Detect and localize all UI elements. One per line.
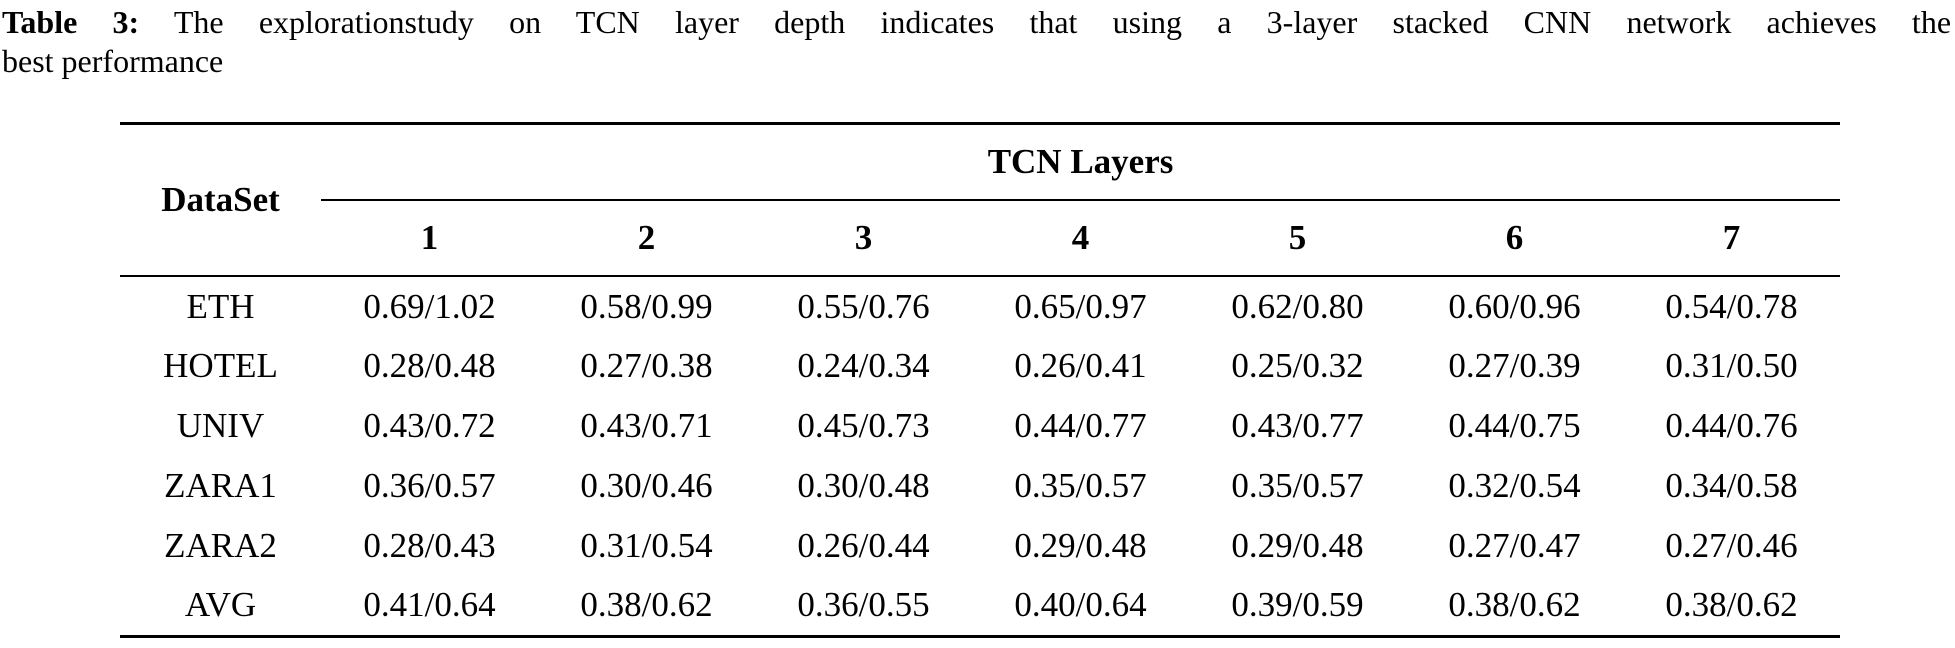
- dataset-label-zara1: ZARA1: [164, 466, 277, 505]
- table-row-zara2: ZARA2 0.28/0.43 0.31/0.54 0.26/0.44 0.29/0.4…: [120, 516, 1840, 576]
- table-row-hotel: HOTEL 0.28/0.48 0.27/0.38 0.24/0.34 0.26/0.4…: [120, 336, 1840, 396]
- span-header-row: DataSet TCN Layers: [120, 123, 1841, 277]
- metric-cell-avg-layer5: 0.39/0.59: [1231, 585, 1364, 625]
- metric-cell-hotel-layer5: 0.25/0.32: [1231, 346, 1364, 385]
- dataset-label-avg: AVG: [184, 585, 257, 625]
- metric-cell-zara1-layer4: 0.35/0.57: [1014, 466, 1147, 505]
- metric-cell-univ-layer1: 0.43/0.72: [363, 406, 496, 445]
- metric-cell-zara2-layer5: 0.29/0.48: [1231, 526, 1364, 565]
- metric-cell-eth-layer4: 0.65/0.97: [1014, 286, 1147, 326]
- metric-cell-zara2-layer3: 0.26/0.44: [797, 526, 930, 565]
- metric-cell-zara1-layer2: 0.30/0.46: [580, 466, 713, 505]
- column-header-1: 1: [321, 200, 538, 277]
- column-header-2: 2: [538, 200, 755, 277]
- metric-cell-avg-layer6: 0.38/0.62: [1448, 585, 1581, 625]
- metric-cell-eth-layer3: 0.55/0.76: [797, 286, 930, 326]
- metric-cell-zara2-layer6: 0.27/0.47: [1448, 526, 1581, 565]
- table-body: ETH 0.69/1.02 0.58/0.99 0.55/0.76 0.65/0.97 0…: [120, 276, 1840, 636]
- column-header-3: 3: [755, 200, 972, 277]
- column-header-5: 5: [1189, 200, 1406, 277]
- metric-cell-univ-layer3: 0.45/0.73: [797, 406, 930, 445]
- metric-cell-zara1-layer3: 0.30/0.48: [797, 466, 930, 505]
- metric-cell-hotel-layer1: 0.28/0.48: [363, 346, 496, 385]
- metric-cell-avg-layer2: 0.38/0.62: [580, 585, 713, 625]
- table-row-zara1: ZARA1 0.36/0.57 0.30/0.46 0.30/0.48 0.35/0.5…: [120, 456, 1840, 516]
- metric-cell-eth-layer6: 0.60/0.96: [1448, 286, 1581, 326]
- metric-cell-univ-layer6: 0.44/0.75: [1448, 406, 1581, 445]
- dataset-label-univ: UNIV: [176, 406, 265, 445]
- caption-line-2: best performance: [2, 43, 224, 79]
- metric-cell-avg-layer3: 0.36/0.55: [797, 585, 930, 625]
- caption-text: The explorationstudy on TCN layer depth …: [173, 4, 1952, 40]
- metric-cell-eth-layer2: 0.58/0.99: [580, 286, 713, 326]
- metric-cell-zara2-layer2: 0.31/0.54: [580, 526, 713, 565]
- table-row-avg: AVG 0.41/0.64 0.38/0.62 0.36/0.55 0.40/0.64 0…: [120, 576, 1840, 636]
- table-row-eth: ETH 0.69/1.02 0.58/0.99 0.55/0.76 0.65/0.97 0…: [120, 276, 1840, 336]
- metric-cell-univ-layer2: 0.43/0.71: [580, 406, 713, 445]
- dataset-label-hotel: HOTEL: [163, 346, 278, 385]
- metric-cell-zara1-layer5: 0.35/0.57: [1231, 466, 1364, 505]
- metric-cell-zara1-layer1: 0.36/0.57: [363, 466, 496, 505]
- metric-cell-zara2-layer4: 0.29/0.48: [1014, 526, 1147, 565]
- dataset-label-eth: ETH: [186, 286, 255, 326]
- caption-label: Table 3:: [2, 4, 140, 40]
- metric-cell-eth-layer7: 0.54/0.78: [1665, 286, 1798, 326]
- metric-cell-zara1-layer6: 0.32/0.54: [1448, 466, 1581, 505]
- dataset-label-zara2: ZARA2: [164, 526, 277, 565]
- caption-line-1: Table 3: The explorationstudy on TCN lay…: [2, 3, 1951, 42]
- metric-cell-avg-layer4: 0.40/0.64: [1014, 585, 1147, 625]
- metric-cell-univ-layer7: 0.44/0.76: [1665, 406, 1798, 445]
- metric-cell-zara1-layer7: 0.34/0.58: [1665, 466, 1798, 505]
- metric-cell-eth-layer5: 0.62/0.80: [1231, 286, 1364, 326]
- metric-cell-zara2-layer7: 0.27/0.46: [1665, 526, 1798, 565]
- metric-cell-univ-layer5: 0.43/0.77: [1231, 406, 1364, 445]
- metric-cell-hotel-layer3: 0.24/0.34: [797, 346, 930, 385]
- table-caption: Table 3: The explorationstudy on TCN lay…: [2, 3, 1951, 81]
- metric-cell-hotel-layer7: 0.31/0.50: [1665, 346, 1798, 385]
- metric-cell-univ-layer4: 0.44/0.77: [1014, 406, 1147, 445]
- metric-cell-hotel-layer4: 0.26/0.41: [1014, 346, 1147, 385]
- column-header-6: 6: [1406, 200, 1623, 277]
- table-row-univ: UNIV 0.43/0.72 0.43/0.71 0.45/0.73 0.44/0.77…: [120, 396, 1840, 456]
- metric-cell-hotel-layer6: 0.27/0.39: [1448, 346, 1581, 385]
- dataset-column-header: DataSet: [120, 123, 321, 277]
- tcn-layers-span-header: TCN Layers: [321, 123, 1841, 201]
- paper-page: Table 3: The explorationstudy on TCN lay…: [0, 3, 1955, 638]
- metric-cell-eth-layer1: 0.69/1.02: [363, 286, 496, 326]
- metric-cell-avg-layer1: 0.41/0.64: [363, 585, 496, 625]
- metric-cell-zara2-layer1: 0.28/0.43: [363, 526, 496, 565]
- metric-cell-hotel-layer2: 0.27/0.38: [580, 346, 713, 385]
- column-header-4: 4: [972, 200, 1189, 277]
- column-header-7: 7: [1623, 200, 1841, 277]
- metric-cell-avg-layer7: 0.38/0.62: [1665, 585, 1798, 625]
